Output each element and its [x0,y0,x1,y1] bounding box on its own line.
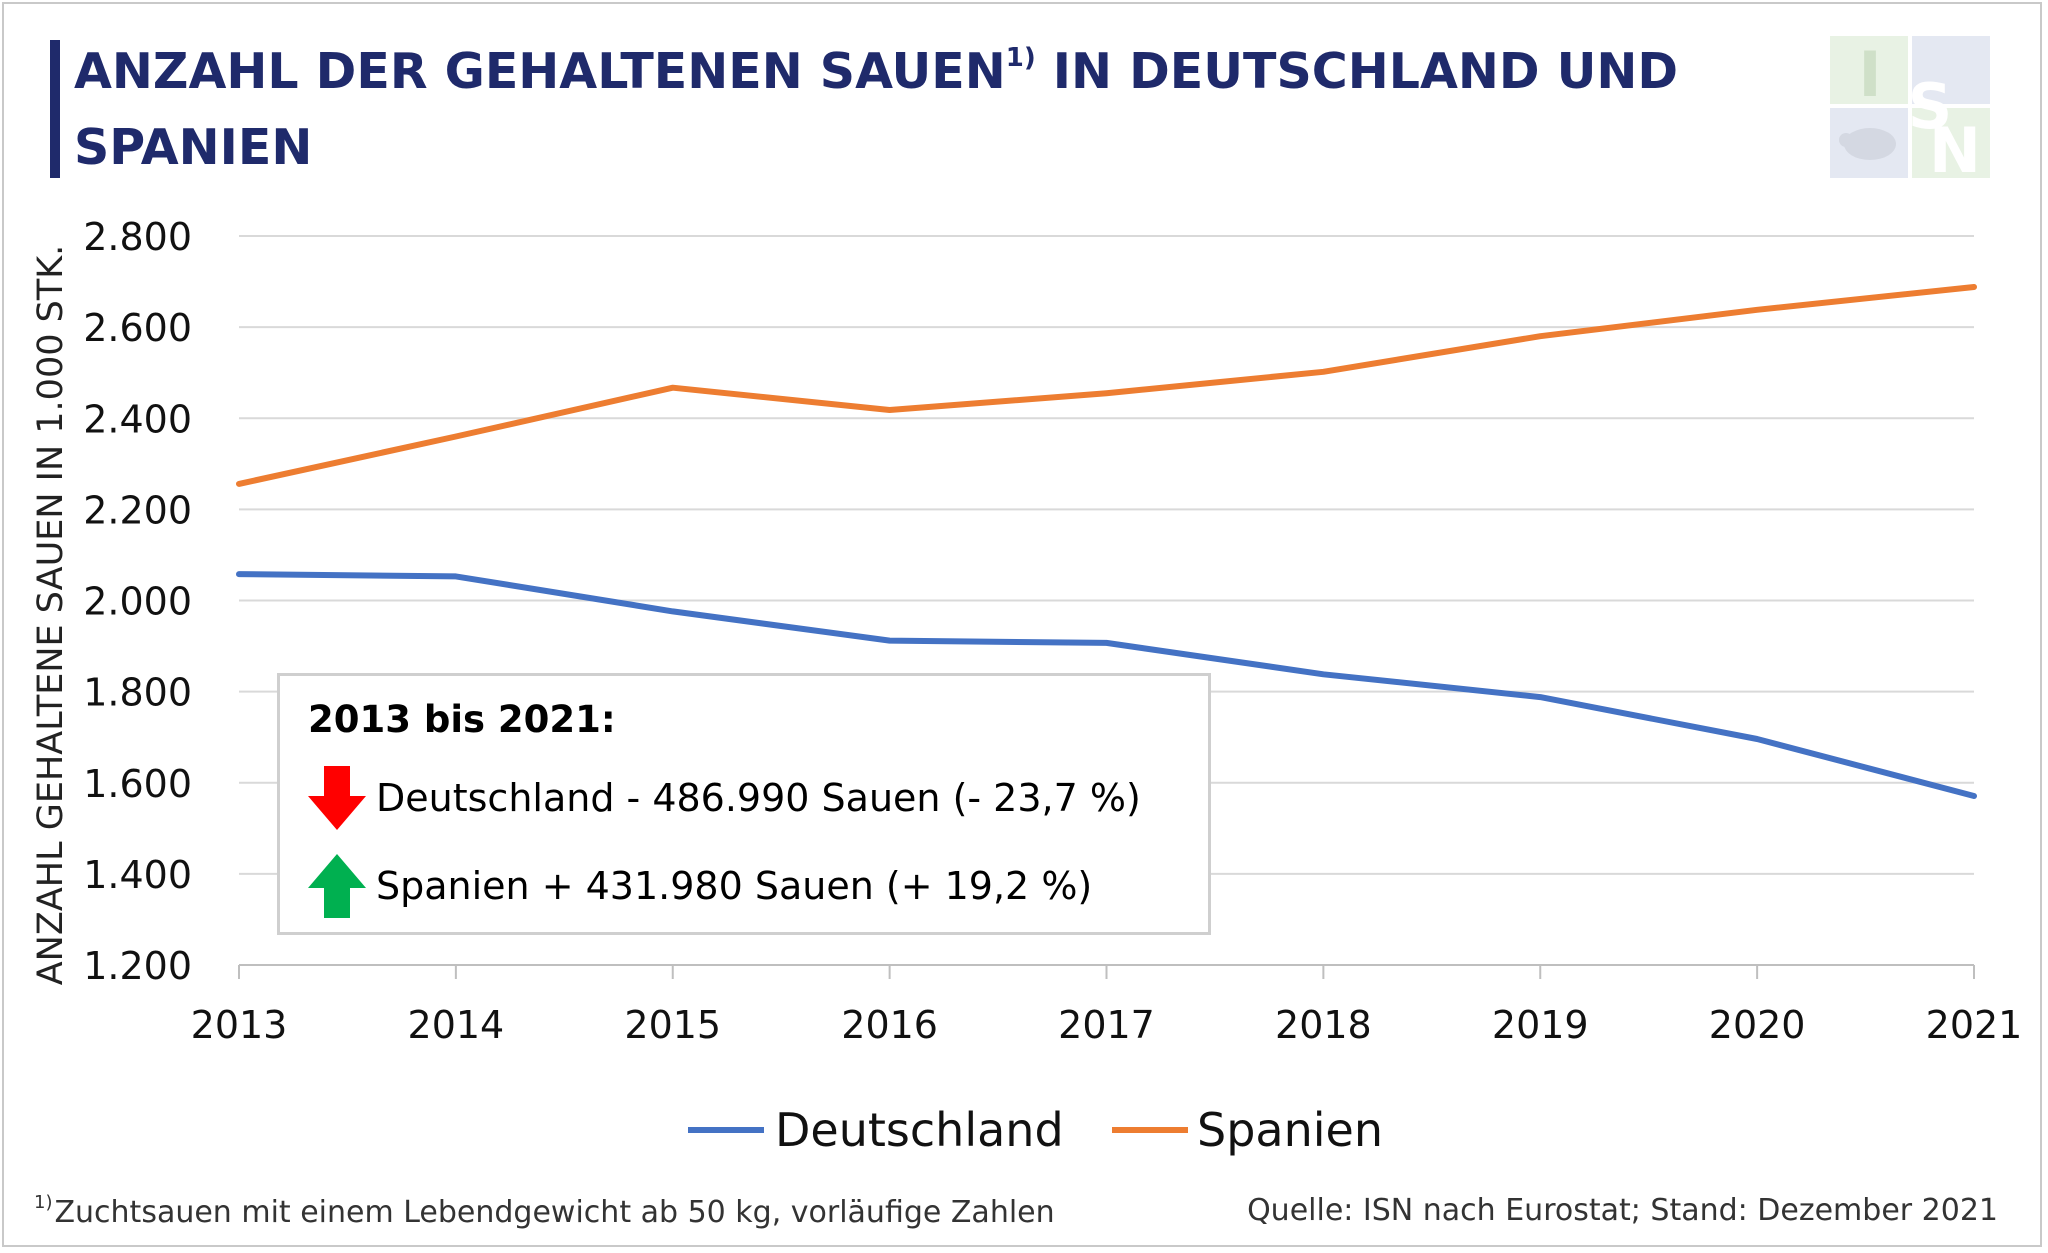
title-text-part2: IN DEUTSCHLAND UND SPANIEN [74,43,1679,176]
y-tick-label: 2.800 [83,215,192,259]
data-point-deutschland [1756,738,1758,740]
data-point-deutschland [1539,696,1541,698]
title-accent-bar [50,40,60,178]
data-point-deutschland [672,610,674,612]
data-point-spanien [1973,286,1975,288]
data-point-spanien [1756,309,1758,311]
x-tick-label: 2018 [1275,1003,1372,1047]
y-axis-label: ANZAHL GEHALTENE SAUEN IN 1.000 STK. [31,245,71,986]
x-tick-label: 2017 [1058,1003,1155,1047]
data-point-deutschland [238,573,240,575]
title-footnote-marker: 1) [1005,43,1036,73]
y-tick-label: 2.000 [83,580,192,624]
y-tick-labels: 1.200 1.400 1.600 1.800 2.000 2.200 2.400 2.600… [83,215,192,988]
page-title: ANZAHL DER GEHALTENEN SAUEN1) IN DEUTSCH… [74,34,1774,186]
x-tick-label: 2013 [191,1003,288,1047]
x-tick-label: 2014 [408,1003,505,1047]
svg-text:I: I [1858,38,1881,111]
axes [238,964,1975,979]
y-tick-label: 2.200 [83,488,192,532]
x-tick-label: 2019 [1492,1003,1589,1047]
svg-text:S: S [1908,70,1953,143]
data-point-deutschland [1973,795,1975,797]
data-point-spanien [1539,335,1541,337]
legend-label-deutschland: Deutschland [775,1103,1064,1157]
data-point-spanien [672,387,674,389]
footnote: 1)Zuchtsauen mit einem Lebendgewicht ab … [34,1192,1055,1231]
y-tick-label: 2.600 [83,306,192,350]
data-point-deutschland [1106,642,1107,644]
summary-box: 2013 bis 2021: Deutschland - 486.990 Sau… [277,673,1211,935]
x-tick-label: 2015 [624,1003,721,1047]
arrow-down-icon [308,766,366,830]
x-tick-label: 2020 [1709,1003,1806,1047]
data-point-spanien [1322,371,1324,373]
y-tick-label: 1.400 [83,853,192,897]
x-tick-labels: 2013 2014 2015 2016 2017 2018 2019 2020 2021 [191,1003,2023,1047]
summary-item-deutschland: Deutschland - 486.990 Sauen (- 23,7 %) [308,766,1141,830]
data-point-spanien [238,483,240,485]
data-point-spanien [1106,392,1107,394]
data-point-deutschland [455,575,457,577]
title-text-part1: ANZAHL DER GEHALTENEN SAUEN [74,43,1006,100]
y-tick-label: 1.800 [83,671,192,715]
isn-logo: I S N [1830,36,1990,178]
x-tick-label: 2016 [841,1003,938,1047]
x-tick-label: 2021 [1926,1003,2023,1047]
summary-text-spanien: Spanien + 431.980 Sauen (+ 19,2 %) [376,864,1093,908]
source-note: Quelle: ISN nach Eurostat; Stand: Dezemb… [1247,1193,1998,1228]
summary-text-deutschland: Deutschland - 486.990 Sauen (- 23,7 %) [376,776,1141,820]
series-line-spanien [236,284,1977,487]
svg-text:N: N [1929,114,1981,178]
data-point-deutschland [1322,673,1324,675]
footnote-text: Zuchtsauen mit einem Lebendgewicht ab 50… [54,1195,1055,1230]
summary-item-spanien: Spanien + 431.980 Sauen (+ 19,2 %) [308,854,1092,918]
y-tick-label: 2.400 [83,397,192,441]
summary-heading: 2013 bis 2021: [308,698,616,741]
y-tick-label: 1.600 [83,762,192,806]
arrow-up-icon [308,854,366,918]
data-point-spanien [455,435,457,437]
data-point-spanien [889,409,891,411]
y-tick-label: 1.200 [83,944,192,988]
legend-label-spanien: Spanien [1197,1103,1383,1157]
series-lines [236,284,1977,799]
data-point-deutschland [889,640,891,642]
legend: Deutschland Spanien [688,1103,1383,1157]
footnote-marker: 1) [34,1192,53,1213]
